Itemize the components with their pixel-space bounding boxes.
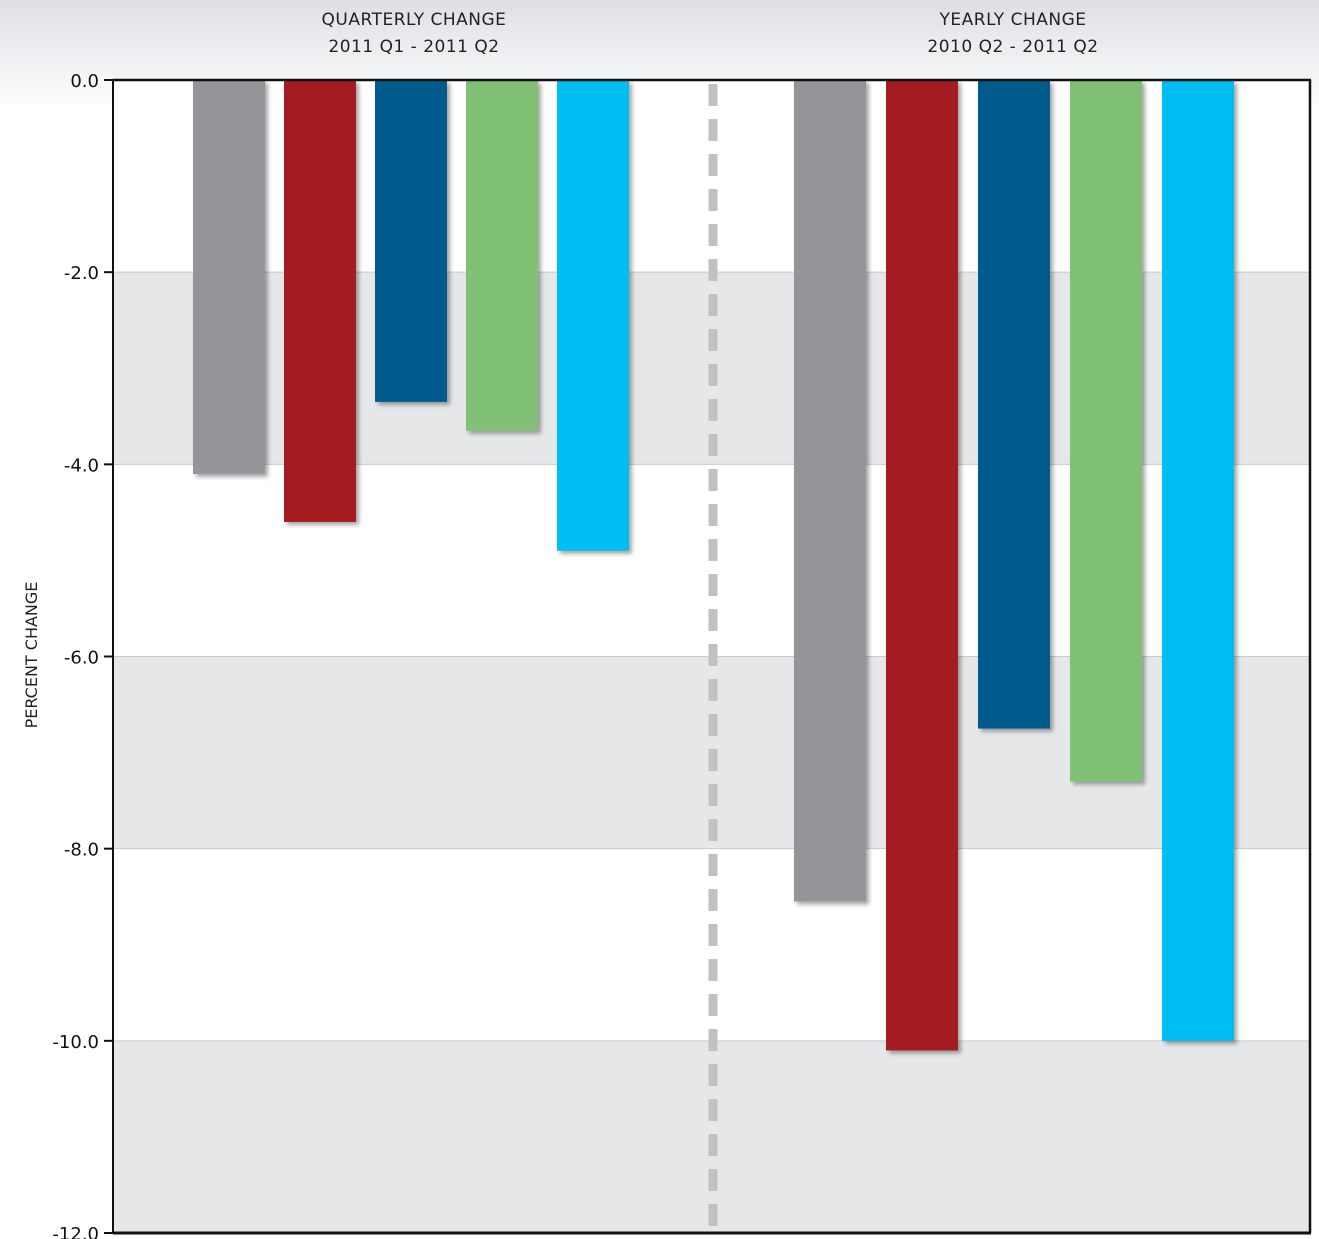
bar-yearly-3 [978,80,1050,729]
group-title-yearly-line2: 2010 Q2 - 2011 Q2 [927,37,1098,57]
y-axis-label: PERCENT CHANGE [22,582,41,729]
group-title-quarterly-line2: 2011 Q1 - 2011 Q2 [328,37,499,57]
bars [193,80,1234,1051]
y-tick-label: 0.0 [70,71,99,92]
bar-yearly-5 [1162,80,1234,1041]
group-title-quarterly-line1: QUARTERLY CHANGE [322,10,507,30]
y-tick-label: -4.0 [64,455,99,476]
bar-yearly-1 [794,80,866,902]
bar-yearly-2 [886,80,958,1051]
group-title-yearly-line1: YEARLY CHANGE [939,10,1087,30]
bar-quarterly-1 [193,80,265,474]
bar-quarterly-5 [557,80,629,551]
y-tick-label: -2.0 [64,263,99,284]
bar-quarterly-2 [284,80,356,522]
y-axis-ticks: 0.0 -2.0 -4.0 -6.0 -8.0 -10.0 -12.0 [52,71,113,1239]
y-tick-label: -6.0 [64,648,99,669]
y-tick-label: -12.0 [52,1224,99,1239]
y-tick-label: -10.0 [52,1032,99,1053]
y-tick-label: -8.0 [64,840,99,861]
bar-quarterly-3 [375,80,447,402]
bar-yearly-4 [1070,80,1142,782]
bar-quarterly-4 [466,80,538,431]
